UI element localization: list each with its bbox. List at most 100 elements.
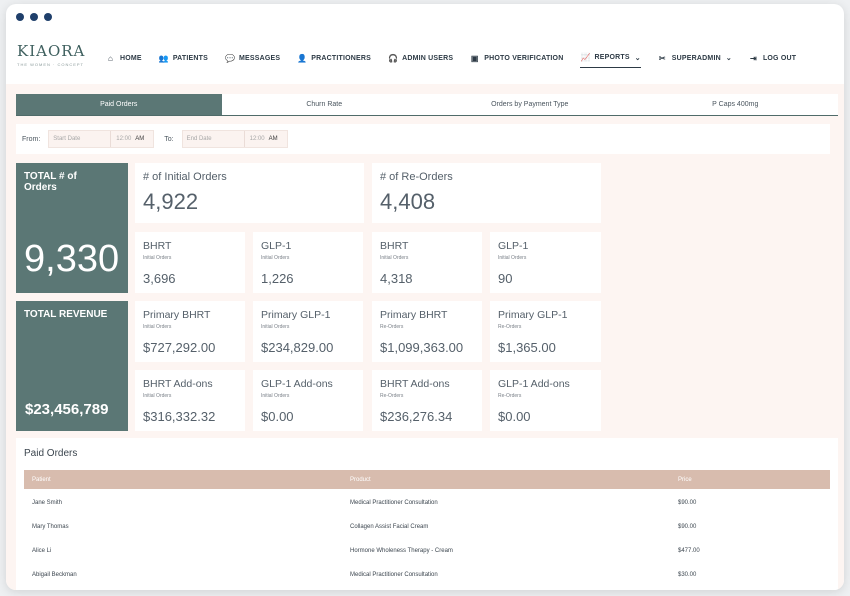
card-subtitle: Initial Orders [261, 393, 290, 399]
card-subtitle: Initial Orders [498, 255, 527, 261]
initial-orders-card: # of Initial Orders 4,922 [135, 163, 364, 223]
photo-icon: ▣ [470, 53, 479, 63]
nav-messages[interactable]: 💬 MESSAGES [225, 48, 280, 68]
logout-icon: ⇥ [749, 53, 757, 63]
cell-product: Hormone Wholeness Therapy - Cream [350, 548, 453, 554]
card-value: $316,332.32 [143, 409, 216, 424]
tools-icon: ✂ [658, 53, 666, 63]
nav-practitioners[interactable]: 👤 PRACTITIONERS [297, 48, 371, 68]
primary-bhrt-reorder-card: Primary BHRT Re-Orders $1,099,363.00 [372, 301, 482, 362]
end-time-value: 12:00 [249, 136, 265, 142]
nav-label: REPORTS [594, 54, 630, 61]
primary-bhrt-initial-card: Primary BHRT Initial Orders $727,292.00 [135, 301, 245, 362]
table-row[interactable]: Jane Smith Medical Practitioner Consulta… [24, 491, 830, 515]
card-subtitle: Initial Orders [261, 255, 290, 261]
card-value: $234,829.00 [261, 340, 334, 355]
cell-product: Medical Practitioner Consultation [350, 572, 438, 578]
home-icon: ⌂ [107, 53, 114, 63]
users-icon: 👥 [158, 53, 169, 63]
card-subtitle: Re-Orders [498, 324, 522, 330]
card-title: # of Re-Orders [380, 171, 453, 183]
from-label: From: [22, 135, 41, 143]
brand-tagline: THE WOMEN · CONCEPT [17, 62, 84, 67]
cell-product: Collagen Assist Facial Cream [350, 524, 429, 530]
start-time-value: 12:00 [116, 136, 132, 142]
end-date-picker: End Date 12:00 AM [181, 130, 288, 148]
card-value: $0.00 [261, 409, 294, 424]
total-revenue-card: TOTAL REVENUE $23,456,789 [16, 301, 128, 431]
chevron-down-icon: ⌄ [634, 54, 641, 62]
paid-orders-title: Paid Orders [24, 448, 78, 459]
cell-price: $90.00 [678, 524, 697, 530]
end-date-input[interactable]: End Date [183, 131, 245, 147]
card-title: BHRT [143, 240, 172, 252]
nav-home[interactable]: ⌂ HOME [106, 48, 142, 68]
window-dot-icon[interactable] [30, 13, 38, 21]
tab-p-caps[interactable]: P Caps 400mg [712, 101, 759, 108]
tab-orders-by-payment-type[interactable]: Orders by Payment Type [491, 101, 569, 108]
card-subtitle: Initial Orders [380, 255, 409, 261]
to-label: To: [164, 135, 174, 143]
card-subtitle: Initial Orders [143, 255, 172, 261]
nav-admin-users[interactable]: 🎧 ADMIN USERS [388, 48, 453, 68]
table-row[interactable]: Mary Thomas Collagen Assist Facial Cream… [24, 515, 830, 539]
chat-icon: 💬 [225, 53, 236, 63]
nav-reports[interactable]: 📈 REPORTS ⌄ [580, 48, 641, 68]
column-header-price[interactable]: Price [678, 476, 692, 483]
user-icon: 👤 [297, 53, 308, 63]
card-value: 90 [498, 271, 513, 286]
nav-label: LOG OUT [762, 54, 797, 62]
chevron-down-icon: ⌄ [725, 55, 732, 62]
cell-patient: Abigail Beckman [32, 572, 77, 578]
card-subtitle: Re-Orders [498, 393, 522, 399]
card-title: Primary BHRT [143, 309, 211, 321]
bhrt-initial-card: BHRT Initial Orders 3,696 [135, 232, 245, 293]
cell-price: $90.00 [678, 500, 697, 506]
window-controls [16, 13, 52, 21]
start-time-input[interactable]: 12:00 AM [111, 131, 153, 147]
card-title: GLP-1 Add-ons [498, 378, 570, 390]
card-subtitle: Initial Orders [143, 324, 172, 330]
brand-logo[interactable]: KIAORA THE WOMEN · CONCEPT [17, 42, 84, 76]
column-header-product[interactable]: Product [350, 476, 371, 483]
table-row[interactable]: Alice Li Hormone Wholeness Therapy - Cre… [24, 539, 830, 563]
bhrt-addons-initial-card: BHRT Add-ons Initial Orders $316,332.32 [135, 370, 245, 431]
start-ampm[interactable]: AM [135, 136, 145, 142]
top-navbar: KIAORA THE WOMEN · CONCEPT ⌂ HOME 👥 PATI… [6, 34, 844, 82]
table-row[interactable]: Abigail Beckman Medical Practitioner Con… [24, 563, 830, 587]
tab-churn-rate[interactable]: Churn Rate [306, 101, 343, 108]
glp1-addons-reorder-card: GLP-1 Add-ons Re-Orders $0.00 [490, 370, 601, 431]
nav-logout[interactable]: ⇥ LOG OUT [749, 48, 796, 68]
card-value: $236,276.34 [380, 409, 453, 424]
chart-icon: 📈 [580, 53, 591, 62]
paid-orders-panel: Paid Orders Patient Product Price Jane S… [16, 438, 838, 590]
cell-product: Medical Practitioner Consultation [350, 500, 438, 506]
window-dot-icon[interactable] [44, 13, 52, 21]
card-subtitle: Re-Orders [380, 324, 404, 330]
card-title: BHRT Add-ons [380, 378, 450, 390]
nav-label: ADMIN USERS [402, 54, 454, 62]
card-title: GLP-1 Add-ons [261, 378, 333, 390]
nav-photo-verification[interactable]: ▣ PHOTO VERIFICATION [470, 48, 563, 68]
card-title: GLP-1 [261, 240, 292, 252]
card-title: # of Initial Orders [143, 171, 227, 183]
glp1-reorder-card: GLP-1 Initial Orders 90 [490, 232, 601, 293]
end-ampm[interactable]: AM [268, 136, 278, 142]
nav-superadmin[interactable]: ✂ SUPERADMIN ⌄ [658, 48, 732, 68]
cell-patient: Mary Thomas [32, 524, 69, 530]
total-orders-value: 9,330 [24, 238, 120, 280]
card-value: 1,226 [261, 271, 294, 286]
card-subtitle: Initial Orders [143, 393, 172, 399]
end-time-input[interactable]: 12:00 AM [245, 131, 287, 147]
cell-patient: Alice Li [32, 548, 52, 554]
cell-price: $477.00 [678, 548, 700, 554]
start-date-input[interactable]: Start Date [49, 131, 112, 147]
card-subtitle: Re-Orders [380, 393, 404, 399]
nav-patients[interactable]: 👥 PATIENTS [159, 48, 208, 68]
nav-label: PHOTO VERIFICATION [484, 54, 564, 62]
report-tabs: Paid Orders Churn Rate Orders by Payment… [16, 94, 838, 116]
card-value: $0.00 [498, 409, 531, 424]
tab-paid-orders[interactable]: Paid Orders [16, 94, 222, 115]
window-dot-icon[interactable] [16, 13, 24, 21]
column-header-patient[interactable]: Patient [32, 476, 51, 483]
